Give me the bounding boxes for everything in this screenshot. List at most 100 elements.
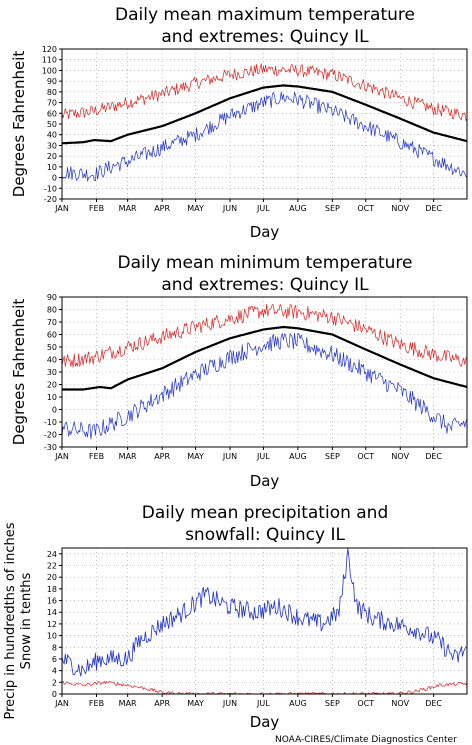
y-tick-label: -20 — [44, 195, 57, 204]
series-line — [61, 548, 468, 677]
x-tick-label: AUG — [289, 204, 307, 213]
y-tick-label: 60 — [47, 331, 57, 340]
x-tick-label: JAN — [54, 452, 69, 461]
y-tick-label: 30 — [47, 368, 57, 377]
x-tick-label: JUN — [222, 452, 237, 461]
x-tick-label: MAR — [119, 699, 137, 708]
chart-title: and extremes: Quincy IL — [161, 275, 369, 295]
x-tick-label: OCT — [357, 452, 374, 461]
series-line — [61, 303, 468, 368]
chart-title: and extremes: Quincy IL — [161, 27, 369, 47]
y-tick-label: 22 — [47, 562, 57, 571]
chart-title: Daily mean maximum temperature — [115, 5, 415, 25]
y-tick-label: 16 — [47, 597, 57, 606]
x-tick-label: MAY — [187, 204, 204, 213]
y-tick-label: -10 — [44, 184, 57, 193]
x-axis-label: Day — [250, 223, 280, 241]
y-tick-label: -30 — [44, 443, 57, 452]
y-tick-label: 0 — [52, 690, 57, 699]
x-tick-label: DEC — [425, 699, 442, 708]
x-tick-label: AUG — [289, 699, 307, 708]
y-tick-label: 90 — [47, 77, 57, 86]
y-tick-label: -10 — [44, 418, 57, 427]
y-tick-label: 40 — [47, 356, 57, 365]
x-tick-label: SEP — [325, 452, 340, 461]
y-tick-label: 50 — [47, 343, 57, 352]
x-tick-label: SEP — [325, 204, 340, 213]
y-tick-label: 90 — [47, 293, 57, 302]
y-tick-label: -20 — [44, 431, 57, 440]
y-axis-label: Degrees Fahrenheit — [10, 51, 28, 198]
y-tick-label: 30 — [47, 141, 57, 150]
y-tick-label: 18 — [47, 585, 57, 594]
y-tick-label: 100 — [42, 66, 57, 75]
y-tick-label: 14 — [47, 608, 57, 617]
y-tick-label: 0 — [52, 406, 57, 415]
y-tick-label: 80 — [47, 306, 57, 315]
y-tick-label: 10 — [47, 163, 57, 172]
series-line — [61, 91, 468, 182]
chart-title: snowfall: Quincy IL — [185, 525, 345, 545]
series-line — [61, 680, 468, 695]
x-tick-label: OCT — [357, 699, 374, 708]
y-tick-label: 120 — [42, 45, 57, 54]
x-tick-label: NOV — [391, 699, 409, 708]
y-tick-label: 110 — [42, 56, 57, 65]
y-tick-label: 12 — [47, 620, 57, 629]
chart-title: Daily mean minimum temperature — [118, 253, 413, 273]
x-tick-label: JAN — [54, 699, 69, 708]
x-tick-label: OCT — [357, 204, 374, 213]
x-tick-label: APR — [154, 204, 170, 213]
x-axis-label: Day — [250, 713, 280, 731]
y-tick-label: 50 — [47, 120, 57, 129]
y-tick-label: 20 — [47, 381, 57, 390]
y-tick-label: 8 — [52, 643, 57, 652]
y-tick-label: 10 — [47, 393, 57, 402]
series-line — [61, 63, 468, 121]
plot-frame — [61, 547, 468, 695]
x-tick-label: SEP — [325, 699, 340, 708]
x-tick-label: MAY — [187, 452, 204, 461]
x-tick-label: JUL — [256, 204, 270, 213]
y-tick-label: 4 — [52, 667, 57, 676]
x-tick-label: JUN — [222, 699, 237, 708]
y-tick-label: 6 — [52, 655, 57, 664]
y-tick-label: 20 — [47, 152, 57, 161]
x-tick-label: JUL — [256, 452, 270, 461]
y-tick-label: 70 — [47, 99, 57, 108]
footer-credit: NOAA-CIRES/Climate Diagnostics Center — [275, 735, 457, 745]
y-tick-label: 0 — [52, 174, 57, 183]
series-line — [62, 325, 468, 391]
y-tick-label: 60 — [47, 109, 57, 118]
y-tick-label: 10 — [47, 632, 57, 641]
chart-title: Daily mean precipitation and — [142, 503, 389, 523]
x-tick-label: AUG — [289, 452, 307, 461]
series-line — [61, 84, 468, 145]
y-tick-label: 2 — [52, 678, 57, 687]
y-tick-label: 24 — [47, 550, 57, 559]
x-tick-label: JUN — [222, 204, 237, 213]
x-tick-label: NOV — [391, 204, 409, 213]
x-tick-label: APR — [154, 452, 170, 461]
x-axis-label: Day — [250, 472, 280, 490]
series-line — [61, 332, 468, 440]
x-tick-label: APR — [154, 699, 170, 708]
y-axis-label: Precip in hundredths of inches — [3, 522, 18, 719]
y-tick-label: 40 — [47, 131, 57, 140]
x-tick-label: MAR — [119, 204, 137, 213]
x-tick-label: MAY — [187, 699, 204, 708]
x-tick-label: DEC — [425, 204, 442, 213]
y-tick-label: 20 — [47, 573, 57, 582]
y-tick-label: 70 — [47, 318, 57, 327]
x-tick-label: FEB — [89, 699, 104, 708]
x-tick-label: JAN — [54, 204, 69, 213]
y-axis-label: Snow in tenths — [19, 572, 34, 669]
y-tick-label: 80 — [47, 88, 57, 97]
x-tick-label: FEB — [89, 452, 104, 461]
y-axis-label: Degrees Fahrenheit — [10, 299, 28, 446]
x-tick-label: DEC — [425, 452, 442, 461]
x-tick-label: NOV — [391, 452, 409, 461]
